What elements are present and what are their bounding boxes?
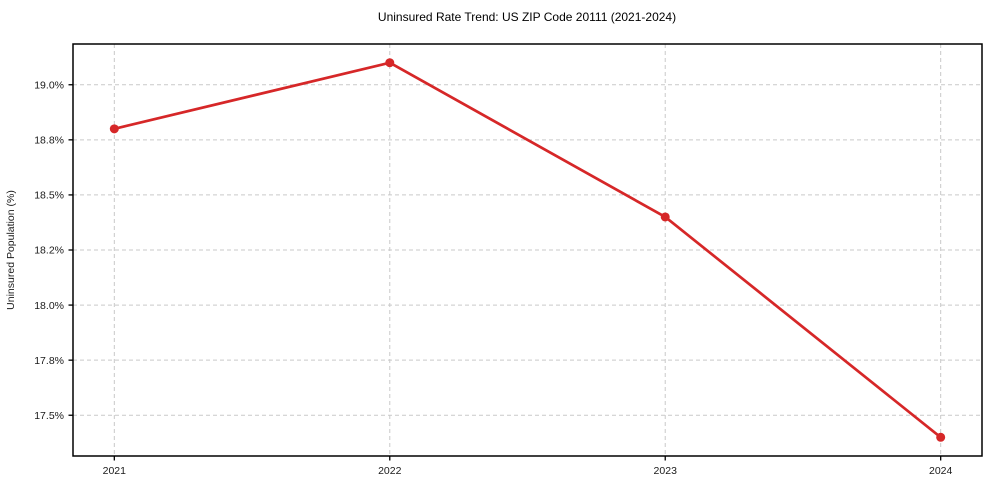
- plot-group: 17.5% 17.8% 18.0% 18.2% 18.5% 18.8% 19.0% 2021 2…: [34, 43, 983, 477]
- data-point: [660, 212, 670, 222]
- y-tick-label: 17.5%: [34, 410, 64, 422]
- x-tick-label: 2021: [103, 465, 127, 477]
- chart-title: Uninsured Rate Trend: US ZIP Code 20111 …: [378, 10, 676, 24]
- y-tick-label: 18.2%: [34, 245, 64, 257]
- x-tick-label: 2023: [654, 465, 678, 477]
- y-tick-label: 18.8%: [34, 135, 64, 147]
- x-tick-label: 2024: [929, 465, 953, 477]
- data-point: [936, 432, 946, 442]
- trend-line: [112, 61, 943, 439]
- data-point: [109, 124, 119, 134]
- y-tick-label: 18.0%: [34, 300, 64, 312]
- y-tick-label: 17.8%: [34, 355, 64, 367]
- y-tick-label: 19.0%: [34, 79, 64, 91]
- data-point: [385, 58, 395, 68]
- y-tick-label: 18.5%: [34, 190, 64, 202]
- x-tick-label: 2022: [378, 465, 402, 477]
- y-axis-label: Uninsured Population (%): [5, 190, 17, 310]
